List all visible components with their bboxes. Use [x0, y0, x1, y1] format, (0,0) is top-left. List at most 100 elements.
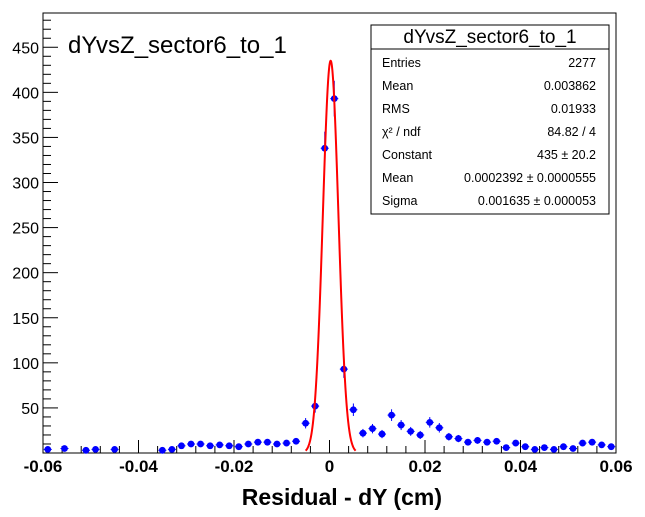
data-point — [521, 443, 530, 451]
data-point — [444, 432, 453, 441]
point-marker — [82, 446, 90, 454]
data-point — [473, 436, 482, 444]
point-marker — [579, 439, 586, 447]
data-point — [378, 429, 387, 439]
data-point — [368, 423, 377, 434]
point-marker — [426, 418, 434, 426]
point-marker — [187, 440, 195, 448]
point-marker — [521, 443, 529, 451]
data-point — [358, 428, 367, 438]
histogram-title: dYvsZ_sector6_to_1 — [68, 32, 287, 59]
data-point — [301, 418, 310, 429]
data-point — [397, 420, 406, 431]
data-point — [416, 430, 425, 439]
point-marker — [61, 445, 68, 452]
point-marker — [560, 443, 567, 451]
data-point — [167, 445, 176, 453]
point-marker — [502, 444, 510, 451]
stats-row-value: 0.003862 — [544, 79, 596, 93]
point-marker — [235, 443, 243, 451]
point-marker — [416, 431, 424, 439]
point-marker — [607, 443, 615, 451]
point-marker — [474, 436, 481, 444]
data-point — [425, 417, 434, 428]
data-point — [549, 445, 558, 453]
point-marker — [493, 437, 501, 445]
x-tick-label: 0 — [325, 457, 334, 476]
point-marker — [455, 435, 462, 442]
stats-row-label: RMS — [382, 102, 410, 116]
point-marker — [378, 430, 386, 438]
point-marker — [388, 411, 395, 419]
data-point — [597, 441, 606, 449]
point-marker — [397, 421, 405, 429]
y-tick-label: 450 — [12, 40, 39, 57]
stats-row-value: 0.0002392 ± 0.0000555 — [464, 171, 596, 185]
stats-row-label: Mean — [382, 171, 413, 185]
x-tick-label: -0.02 — [215, 457, 254, 476]
point-marker — [216, 441, 224, 449]
point-marker — [292, 437, 300, 445]
data-point — [492, 437, 501, 445]
point-marker — [435, 424, 443, 432]
data-point — [387, 409, 396, 421]
data-point — [81, 446, 90, 454]
data-point — [91, 445, 100, 453]
point-marker — [369, 425, 376, 433]
point-marker — [598, 441, 606, 449]
point-marker — [569, 445, 577, 452]
stats-row-value: 2277 — [568, 56, 596, 70]
stats-row-label: Mean — [382, 79, 413, 93]
point-marker — [206, 442, 214, 450]
point-marker — [588, 438, 596, 446]
x-axis-label: Residual - dY (cm) — [242, 484, 442, 510]
data-point — [196, 440, 205, 448]
point-marker — [168, 445, 176, 453]
stats-row-label: Entries — [382, 56, 421, 70]
data-point — [272, 440, 281, 448]
point-marker — [283, 439, 290, 447]
point-marker — [264, 438, 271, 446]
data-point — [177, 442, 186, 450]
data-point — [578, 439, 587, 447]
data-point — [60, 445, 69, 452]
point-marker — [273, 440, 281, 448]
stats-rows: Entries 2277 Mean 0.003862 RMS 0.01933 χ² / nd… — [382, 56, 596, 208]
point-marker — [464, 438, 472, 446]
data-point — [206, 442, 215, 450]
data-point — [43, 445, 52, 453]
data-point — [588, 438, 597, 446]
point-marker — [225, 442, 233, 450]
y-tick-label: 200 — [12, 266, 39, 283]
gaussian-fit-curve — [304, 59, 357, 452]
data-point — [511, 439, 520, 447]
x-axis: -0.06 -0.04 -0.02 0 0.02 0.04 0.06 — [24, 440, 633, 476]
stats-row-value: 0.01933 — [551, 102, 596, 116]
point-marker — [531, 445, 539, 453]
data-points — [43, 80, 616, 454]
data-point — [187, 440, 196, 448]
fit-curve-group — [304, 59, 357, 452]
y-axis: 50 100 150 200 250 300 350 400 450 — [12, 19, 58, 445]
data-point — [530, 445, 539, 453]
data-point — [569, 445, 578, 452]
point-marker — [349, 406, 357, 414]
stats-box-title: dYvsZ_sector6_to_1 — [403, 27, 576, 48]
data-point — [559, 443, 568, 451]
point-marker — [540, 444, 548, 451]
data-point — [225, 442, 234, 450]
stats-box-frame — [370, 24, 610, 215]
data-point — [292, 437, 301, 445]
point-marker — [254, 438, 262, 446]
x-tick-label: -0.04 — [119, 457, 158, 476]
stats-row-label: χ² / ndf — [382, 125, 421, 139]
data-point — [158, 446, 167, 454]
data-point — [215, 441, 224, 449]
data-point — [234, 443, 243, 451]
point-marker — [158, 446, 166, 454]
data-point — [435, 422, 444, 433]
point-marker — [512, 439, 520, 447]
stats-row-label: Constant — [382, 148, 433, 162]
data-point — [607, 443, 616, 451]
x-tick-label: 0.04 — [504, 457, 538, 476]
